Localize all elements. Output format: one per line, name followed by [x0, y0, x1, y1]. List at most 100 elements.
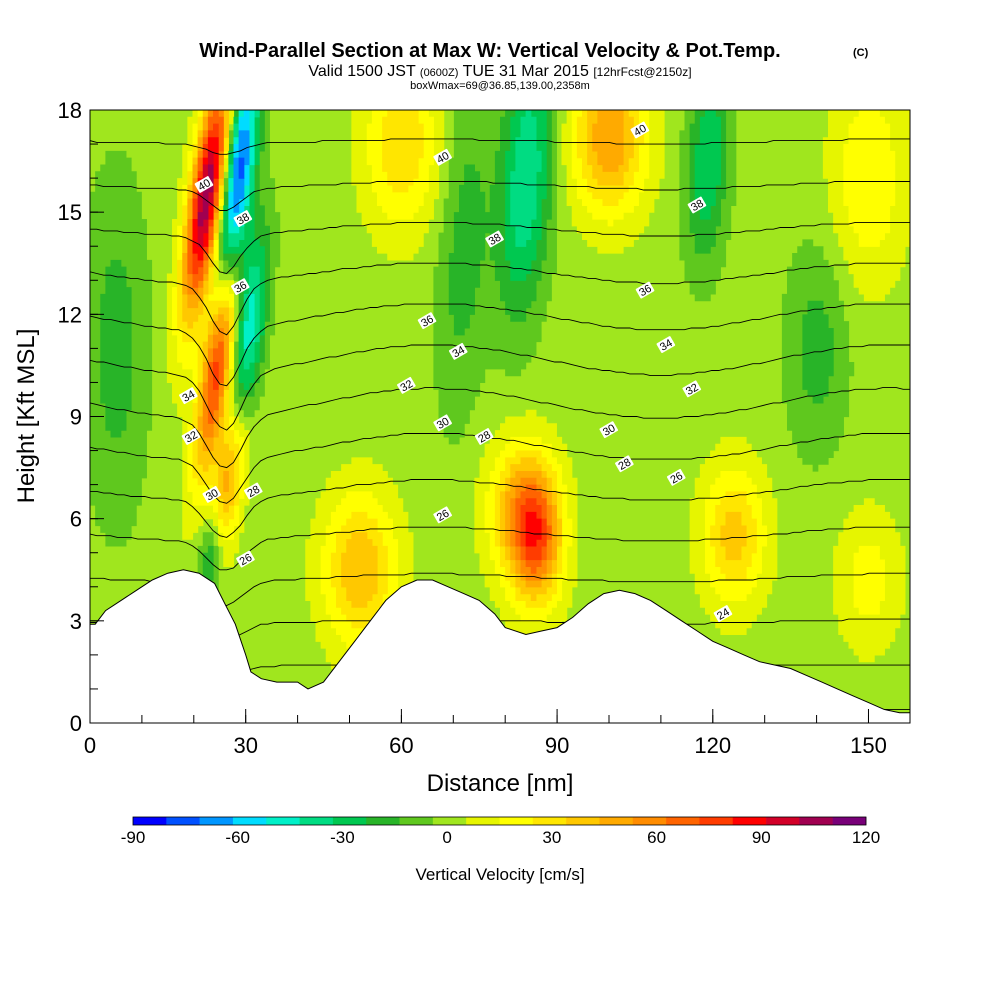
theta-contour-36	[90, 181, 910, 211]
contour-label: 28	[243, 482, 263, 500]
colorbar-tick-label: -90	[121, 828, 146, 847]
y-tick-label: 6	[70, 507, 82, 532]
velocity-cell-group	[172, 110, 896, 649]
svg-text:38: 38	[487, 232, 504, 249]
svg-text:34: 34	[450, 344, 467, 361]
colorbar-swatch	[566, 817, 600, 825]
contour-label: 36	[230, 278, 250, 296]
theta-contour-37	[90, 138, 910, 155]
valid-date: TUE 31 Mar 2015	[463, 63, 589, 80]
svg-text:26: 26	[238, 552, 255, 569]
svg-text:34: 34	[181, 388, 198, 405]
contour-label: 32	[682, 380, 702, 398]
contour-label: 30	[433, 414, 452, 432]
y-tick-label: 0	[70, 711, 82, 736]
velocity-cell-group	[90, 110, 910, 723]
theta-contour-31	[90, 387, 910, 469]
colorbar-swatch	[499, 817, 534, 825]
svg-text:26: 26	[435, 507, 452, 524]
contour-label: 34	[448, 342, 468, 361]
x-tick-label: 0	[84, 733, 96, 758]
colorbar-frame	[132, 816, 867, 826]
colorbar-swatch	[532, 817, 567, 825]
theta-contour-33	[90, 303, 910, 387]
vertical-velocity-field	[90, 110, 910, 723]
contour-label: 40	[630, 121, 650, 139]
contour-label: 26	[433, 506, 452, 524]
svg-text:26: 26	[668, 470, 685, 487]
colorbar-tick-label: 0	[442, 828, 451, 847]
valid-utc-time: (0600Z)	[420, 67, 459, 79]
colorbar-tick-label: 30	[542, 828, 561, 847]
contour-label: 28	[615, 455, 634, 473]
svg-text:32: 32	[684, 381, 701, 398]
contour-label: 30	[599, 421, 619, 439]
svg-text:38: 38	[689, 198, 706, 215]
contour-label: 24	[713, 605, 733, 623]
box-wmax-label: boxWmax=69@36.85,139.00,2358m	[410, 80, 590, 92]
svg-text:30: 30	[204, 487, 221, 504]
y-axis: 0 3 6 9 12 15 18	[58, 98, 104, 736]
y-axis-label: Height [Kft MSL]	[13, 329, 40, 504]
contour-label: 28	[474, 428, 494, 446]
theta-contour-27	[90, 572, 910, 606]
colorbar-swatch	[699, 817, 734, 825]
svg-text:32: 32	[399, 378, 416, 395]
terrain	[90, 569, 910, 723]
theta-contour-35	[90, 221, 910, 274]
theta-contour-29	[90, 479, 910, 538]
y-tick-label: 12	[58, 302, 82, 327]
colorbar-swatch	[766, 817, 800, 825]
colorbar-swatch	[466, 817, 500, 825]
colorbar-swatch	[133, 817, 167, 825]
colorbar-tick-label: -30	[330, 828, 355, 847]
contour-label: 34	[656, 336, 676, 354]
copyright-mark: (C)	[853, 47, 869, 59]
svg-text:40: 40	[196, 177, 213, 194]
velocity-cell-group	[187, 110, 552, 574]
chart-title: Wind-Parallel Section at Max W: Vertical…	[199, 40, 780, 62]
svg-text:34: 34	[658, 337, 675, 354]
x-axis-label: Distance [nm]	[427, 770, 574, 797]
velocity-cell-group	[166, 110, 910, 683]
svg-text:36: 36	[232, 279, 249, 296]
colorbar-swatch	[199, 817, 234, 825]
svg-text:36: 36	[637, 283, 654, 300]
y-tick-label: 9	[70, 405, 82, 430]
svg-text:30: 30	[435, 415, 452, 432]
svg-text:36: 36	[419, 313, 436, 330]
colorbar-tick-label: 60	[647, 828, 666, 847]
colorbar-swatch	[632, 817, 667, 825]
contour-label: 38	[485, 230, 504, 249]
colorbar-tick-label: -60	[225, 828, 250, 847]
contour-label: 26	[666, 468, 686, 487]
colorbar-swatch	[232, 817, 267, 825]
x-tick-label: 30	[233, 733, 257, 758]
colorbar-tick-label: 90	[752, 828, 771, 847]
colorbar-swatch	[599, 817, 634, 825]
y-tick-label: 3	[70, 609, 82, 634]
contour-label: 40	[433, 148, 452, 167]
forecast-label: [12hrFcst@2150z]	[593, 65, 691, 79]
svg-text:38: 38	[235, 211, 252, 228]
velocity-cell-group	[228, 110, 255, 349]
colorbar-swatch	[166, 817, 200, 825]
colorbar: -90 -60 -30 0 30 60 90 120	[121, 816, 880, 847]
valid-local-time: Valid 1500 JST	[308, 63, 416, 80]
svg-text:40: 40	[435, 150, 452, 167]
contour-label: 32	[181, 428, 201, 446]
x-tick-label: 150	[850, 733, 887, 758]
contour-label: 38	[687, 196, 707, 215]
valid-time-line: Valid 1500 JST (0600Z) TUE 31 Mar 2015 […	[308, 63, 691, 80]
svg-text:28: 28	[476, 429, 493, 446]
colorbar-swatch	[799, 817, 833, 825]
contour-label: 26	[236, 550, 255, 569]
colorbar-swatch	[299, 817, 334, 825]
velocity-cell-group	[100, 110, 834, 588]
colorbar-label: Vertical Velocity [cm/s]	[415, 865, 584, 884]
contour-label: 30	[202, 485, 222, 504]
colorbar-swatch	[432, 817, 467, 825]
colorbar-swatch	[832, 817, 867, 825]
theta-contour-28	[90, 526, 910, 571]
